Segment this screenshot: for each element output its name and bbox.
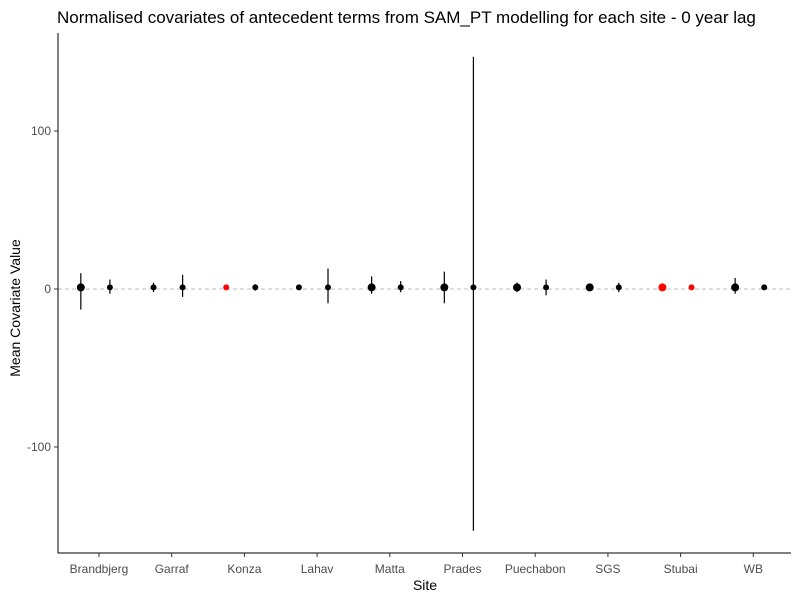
- data-point-prades-1: [470, 284, 477, 291]
- y-tick-label: 100: [31, 124, 51, 138]
- data-point-wb-1: [761, 284, 768, 291]
- x-tick-label-sgs: SGS: [595, 562, 620, 576]
- data-point-garraf-0: [150, 284, 157, 291]
- data-point-brandbjerg-1: [106, 284, 113, 291]
- data-point-sgs-1: [615, 284, 622, 291]
- data-point-puechabon-1: [543, 284, 550, 291]
- data-point-stubai-1: [688, 284, 695, 291]
- data-point-lahav-1: [325, 284, 332, 291]
- data-point-garraf-1: [179, 284, 186, 291]
- data-point-lahav-0: [295, 284, 302, 291]
- x-axis-title: Site: [413, 577, 437, 593]
- data-point-wb-0: [731, 283, 740, 292]
- x-tick-label-garraf: Garraf: [155, 562, 190, 576]
- x-tick-label-matta: Matta: [375, 562, 405, 576]
- y-tick-label: 0: [44, 282, 51, 296]
- axes: -100 0 100 Brandbjerg Garraf Konza Lahav Matta P…: [27, 33, 791, 576]
- data-point-konza-1: [252, 284, 259, 291]
- x-tick-label-wb: WB: [744, 562, 763, 576]
- x-tick-label-konza: Konza: [227, 562, 261, 576]
- x-tick-label-brandbjerg: Brandbjerg: [70, 562, 129, 576]
- x-tick-label-stubai: Stubai: [664, 562, 698, 576]
- data-point-sgs-0: [585, 283, 594, 292]
- x-tick-label-puechabon: Puechabon: [505, 562, 566, 576]
- plot-area: [58, 56, 791, 531]
- data-point-matta-0: [367, 283, 376, 292]
- data-point-puechabon-0: [513, 283, 522, 292]
- y-axis-title: Mean Covariate Value: [7, 239, 23, 377]
- x-tick-label-lahav: Lahav: [301, 562, 334, 576]
- chart-title: Normalised covariates of antecedent term…: [57, 8, 756, 27]
- y-tick-label: -100: [27, 440, 51, 454]
- data-point-konza-0: [223, 284, 230, 291]
- data-point-prades-0: [440, 283, 449, 292]
- x-tick-label-prades: Prades: [443, 562, 481, 576]
- data-point-matta-1: [397, 284, 404, 291]
- data-point-brandbjerg-0: [76, 283, 85, 292]
- data-point-stubai-0: [658, 283, 667, 292]
